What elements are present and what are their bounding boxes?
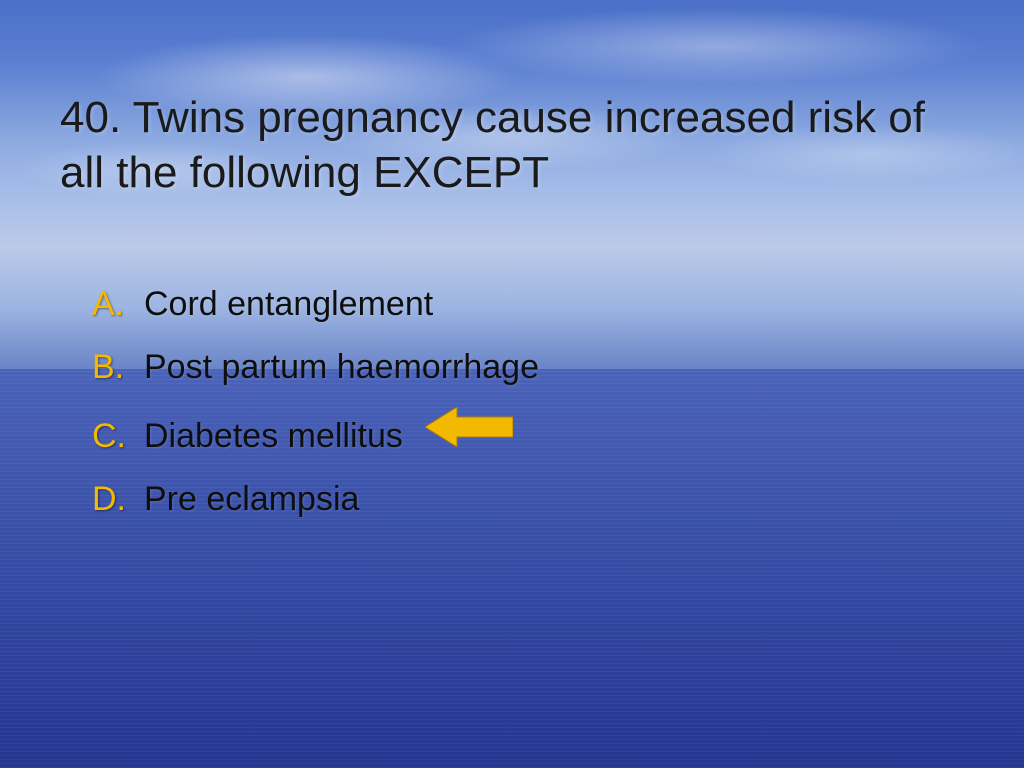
options-list: A. Cord entanglement B. Post partum haem…	[92, 280, 964, 524]
option-text: Diabetes mellitus	[144, 412, 403, 461]
option-text: Pre eclampsia	[144, 475, 359, 524]
option-b: B. Post partum haemorrhage	[92, 343, 964, 392]
option-text: Post partum haemorrhage	[144, 343, 539, 392]
option-d: D. Pre eclampsia	[92, 475, 964, 524]
option-letter: D.	[92, 475, 144, 524]
answer-arrow-icon	[425, 407, 513, 461]
slide-content: 40. Twins pregnancy cause increased risk…	[0, 0, 1024, 768]
option-letter: C.	[92, 412, 144, 461]
question-title: 40. Twins pregnancy cause increased risk…	[60, 90, 964, 200]
option-letter: A.	[92, 280, 144, 329]
arrow-shape	[425, 407, 513, 447]
option-text: Cord entanglement	[144, 280, 433, 329]
option-c: C. Diabetes mellitus	[92, 407, 964, 461]
option-letter: B.	[92, 343, 144, 392]
option-a: A. Cord entanglement	[92, 280, 964, 329]
